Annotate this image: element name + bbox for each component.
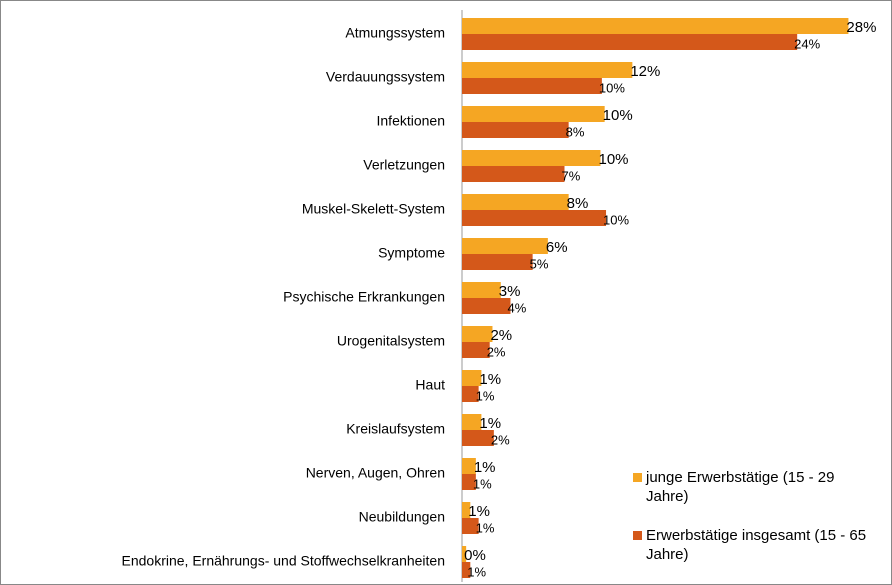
data-label: 8% <box>567 195 589 212</box>
bar <box>462 458 476 474</box>
bar <box>462 254 533 270</box>
y-tick-label: Psychische Erkrankungen <box>283 289 445 305</box>
legend-swatch <box>633 473 642 482</box>
bar <box>462 298 511 314</box>
legend-label: junge Erwerbstätige (15 - 29 Jahre) <box>646 469 835 505</box>
bar <box>462 474 476 490</box>
bar <box>462 282 501 298</box>
y-tick-label: Atmungssystem <box>345 25 445 41</box>
y-tick-label: Nerven, Augen, Ohren <box>306 465 445 481</box>
bar <box>462 166 565 182</box>
data-label: 1% <box>468 503 490 520</box>
bar <box>462 238 548 254</box>
data-label: 2% <box>487 344 506 359</box>
bar <box>462 194 569 210</box>
data-label: 12% <box>630 63 660 80</box>
data-label: 28% <box>846 19 876 36</box>
data-label: 2% <box>490 327 512 344</box>
bar <box>462 430 494 446</box>
data-label: 7% <box>561 168 580 183</box>
bar <box>462 122 569 138</box>
data-label: 8% <box>566 124 585 139</box>
data-label: 1% <box>479 371 501 388</box>
data-label: 2% <box>491 432 510 447</box>
bar <box>462 78 602 94</box>
legend-item: junge Erwerbstätige (15 - 29 Jahre) <box>633 468 873 506</box>
data-label: 1% <box>467 564 486 579</box>
bar <box>462 414 482 430</box>
data-label: 4% <box>507 300 526 315</box>
data-label: 10% <box>603 107 633 124</box>
legend-swatch <box>633 531 642 540</box>
legend-item: Erwerbstätige insgesamt (15 - 65 Jahre) <box>633 526 873 564</box>
y-tick-label: Haut <box>415 377 445 393</box>
y-tick-label: Kreislaufsystem <box>346 421 445 437</box>
data-label: 5% <box>530 256 549 271</box>
bar <box>462 62 633 78</box>
bar <box>462 326 493 342</box>
data-label: 6% <box>546 239 568 256</box>
data-label: 1% <box>474 459 496 476</box>
data-label: 1% <box>473 476 492 491</box>
y-tick-label: Symptome <box>378 245 445 261</box>
y-tick-label: Endokrine, Ernährungs- und Stoffwechselk… <box>122 553 446 569</box>
bar <box>462 502 471 518</box>
legend-label: Erwerbstätige insgesamt (15 - 65 Jahre) <box>646 527 867 563</box>
bar <box>462 342 490 358</box>
bar <box>462 106 605 122</box>
data-label: 0% <box>464 547 486 564</box>
y-tick-label: Verletzungen <box>363 157 445 173</box>
data-label: 10% <box>599 80 625 95</box>
data-label: 10% <box>599 151 629 168</box>
bar <box>462 150 601 166</box>
data-label: 1% <box>476 520 495 535</box>
bar <box>462 34 798 50</box>
bar <box>462 18 849 34</box>
bar <box>462 562 471 578</box>
data-label: 1% <box>479 415 501 432</box>
bar <box>462 210 607 226</box>
data-label: 3% <box>499 283 521 300</box>
bar <box>462 518 479 534</box>
y-tick-label: Urogenitalsystem <box>337 333 445 349</box>
y-tick-label: Infektionen <box>377 113 446 129</box>
bar <box>462 386 479 402</box>
y-tick-label: Verdauungssystem <box>326 69 445 85</box>
bar <box>462 370 482 386</box>
data-label: 24% <box>794 36 820 51</box>
y-tick-label: Neubildungen <box>359 509 445 525</box>
bar <box>462 546 467 562</box>
data-label: 1% <box>476 388 495 403</box>
data-label: 10% <box>603 212 629 227</box>
y-tick-label: Muskel-Skelett-System <box>302 201 445 217</box>
